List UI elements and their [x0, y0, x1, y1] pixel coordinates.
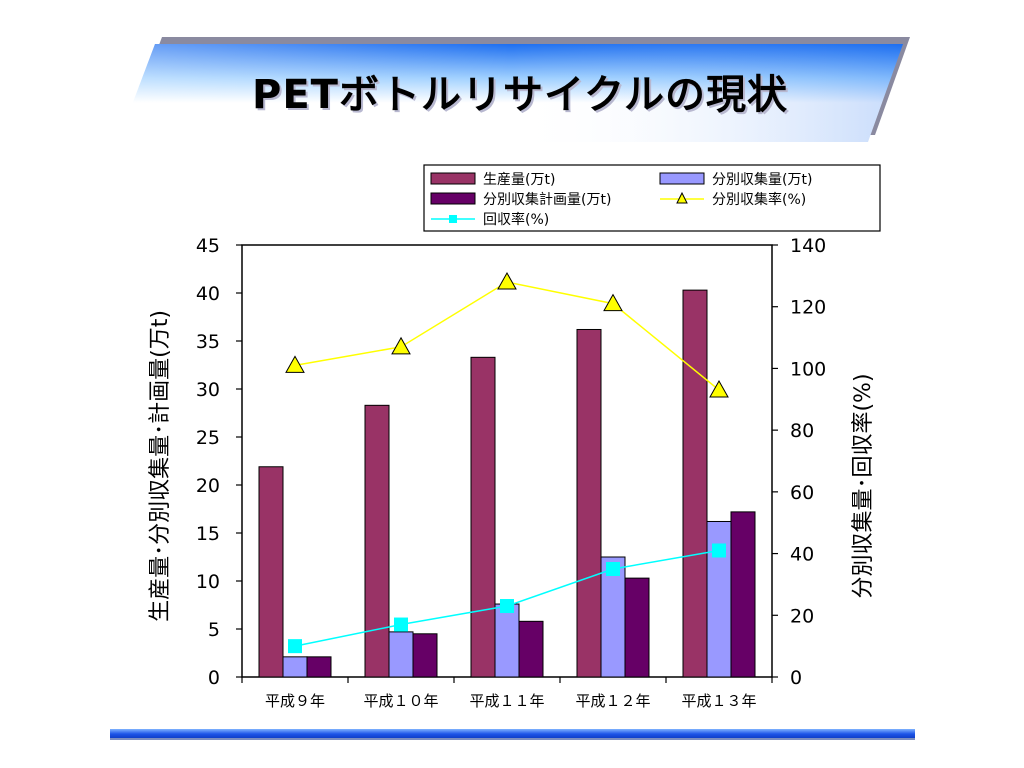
y-left-tick-label-2: 10: [196, 571, 220, 593]
y-right-tick-label-4: 80: [790, 420, 814, 442]
legend-swatch-2: [430, 192, 476, 205]
x-tick-label-4: 平成１３年: [681, 692, 756, 710]
legend-label-2: 分別収集計画量(万t): [483, 191, 611, 208]
bar-2-0: [306, 656, 332, 678]
triangle-point-3-0: [285, 355, 305, 373]
bar-1-2: [494, 603, 520, 678]
square-point-4-4: [712, 543, 726, 558]
bar-1-1: [388, 631, 414, 678]
bar-0-3: [576, 328, 602, 678]
y-left-tick-label-8: 40: [196, 283, 220, 305]
bar-0-4: [682, 289, 708, 678]
bar-0-2: [470, 356, 496, 678]
triangle-point-3-4: [709, 380, 729, 398]
square-point-4-0: [288, 639, 302, 654]
page-title: PETボトルリサイクルの現状: [252, 72, 788, 118]
legend-label-1: 分別収集量(万t): [712, 171, 812, 188]
bar-2-3: [624, 577, 650, 678]
legend-label-3: 分別収集率(%): [712, 191, 806, 208]
y-right-tick-label-3: 60: [790, 482, 814, 504]
y-left-tick-label-7: 35: [196, 331, 220, 353]
y-left-axis-title: 生産量･分別収集量･計画量(万t): [148, 310, 173, 622]
y-right-tick-label-7: 140: [790, 235, 826, 257]
bar-2-4: [730, 511, 756, 678]
x-tick-label-3: 平成１２年: [575, 692, 650, 710]
y-left-tick-label-9: 45: [196, 235, 220, 257]
square-point-4-2: [500, 599, 514, 614]
y-left-tick-label-5: 25: [196, 427, 220, 449]
legend-label-4: 回収率(%): [483, 211, 549, 228]
y-left-tick-label-1: 5: [208, 619, 220, 641]
legend-marker-3: [676, 191, 688, 204]
square-point-4-1: [394, 617, 408, 632]
legend-box: [423, 164, 881, 232]
x-tick-label-0: 平成９年: [265, 692, 325, 710]
x-tick-label-1: 平成１０年: [363, 692, 438, 710]
bar-0-0: [258, 466, 284, 678]
legend-swatch-0: [430, 172, 476, 185]
y-right-tick-label-1: 20: [790, 605, 814, 627]
bar-0-1: [364, 404, 390, 678]
x-tick-label-2: 平成１１年: [469, 692, 544, 710]
triangle-point-3-1: [391, 336, 411, 355]
y-right-tick-label-0: 0: [790, 667, 802, 689]
legend-swatch-1: [659, 172, 705, 185]
title-banner: [118, 37, 910, 142]
y-left-tick-label-6: 30: [196, 379, 220, 401]
footer-rule-shadow: [110, 738, 915, 740]
y-left-tick-label-0: 0: [208, 667, 220, 689]
bar-2-1: [412, 633, 438, 678]
y-right-tick-label-2: 40: [790, 544, 814, 566]
y-left-tick-label-4: 20: [196, 475, 220, 497]
square-point-4-3: [606, 562, 620, 576]
legend-marker-4: [449, 215, 457, 223]
y-right-axis-title: 分別収集量･回収率(%): [851, 373, 876, 598]
y-right-tick-label-5: 100: [790, 358, 826, 380]
y-left-tick-label-3: 15: [196, 523, 220, 545]
bar-1-3: [600, 556, 626, 678]
footer-rule: [110, 729, 915, 738]
triangle-point-3-2: [497, 272, 517, 290]
y-right-tick-label-6: 120: [790, 297, 826, 319]
bar-2-2: [518, 620, 544, 678]
bar-1-0: [282, 656, 308, 678]
triangle-point-3-3: [603, 293, 623, 312]
banner-sheen: [118, 44, 903, 142]
legend-label-0: 生産量(万t): [483, 172, 555, 188]
